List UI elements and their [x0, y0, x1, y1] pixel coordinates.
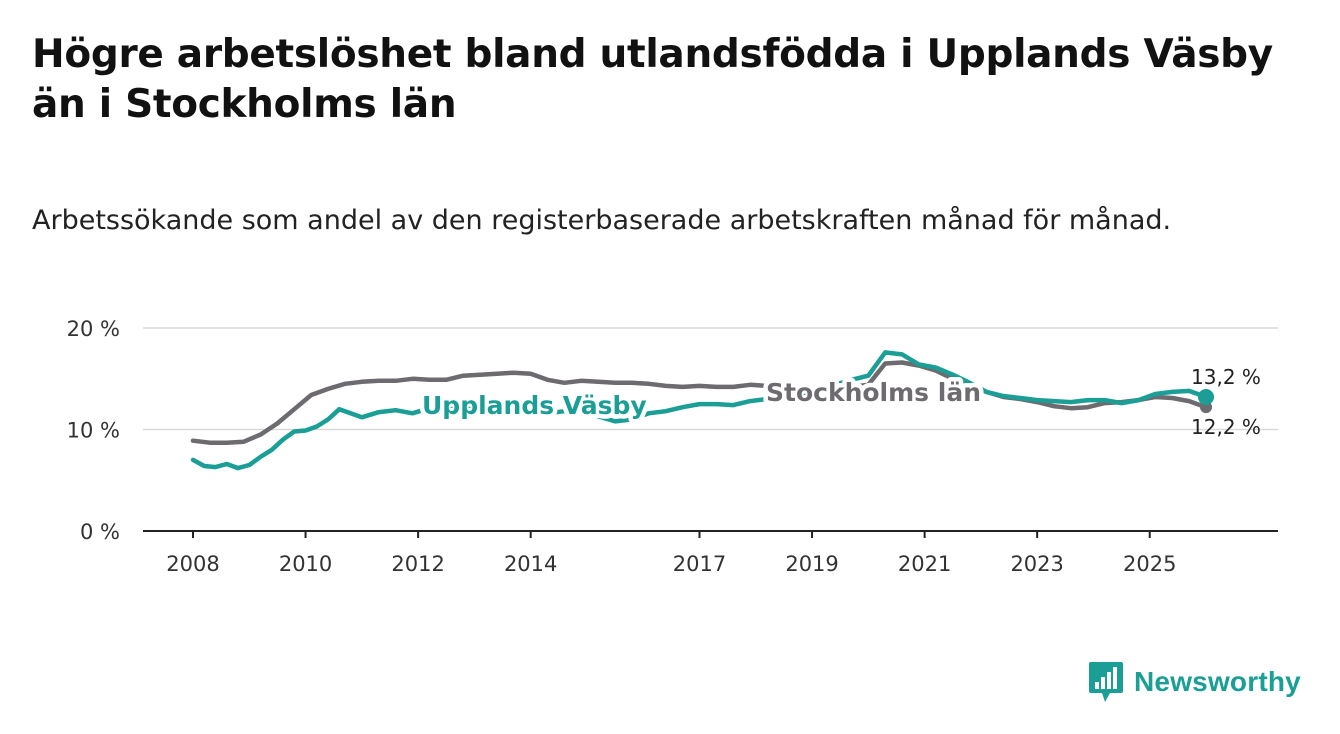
- x-tick-label: 2008: [166, 552, 219, 576]
- y-tick-label: 0 %: [80, 520, 120, 544]
- newsworthy-brand: Newsworthy: [1088, 660, 1301, 704]
- x-tick-label: 2010: [279, 552, 332, 576]
- chart-subtitle: Arbetssökande som andel av den registerb…: [32, 205, 1172, 236]
- series-label-stockholms-lan-halo: Stockholms län: [766, 378, 981, 407]
- x-tick-label: 2023: [1010, 552, 1063, 576]
- end-value-label: 13,2 %: [1191, 365, 1261, 389]
- end-point-upplands-vasby: [1198, 389, 1214, 406]
- x-tick-label: 2021: [898, 552, 951, 576]
- end-value-label: 12,2 %: [1191, 415, 1261, 439]
- x-tick-label: 2014: [504, 552, 557, 576]
- newsworthy-logo-icon: [1089, 662, 1123, 702]
- x-tick-label: 2017: [673, 552, 726, 576]
- y-tick-label: 20 %: [67, 317, 120, 341]
- series-label-upplands-vasby: Upplands Väsby: [422, 391, 647, 420]
- series-label-stockholms-lan: Stockholms län: [766, 378, 981, 407]
- x-tick-label: 2012: [391, 552, 444, 576]
- series-label-upplands-vasby-halo: Upplands Väsby: [422, 391, 647, 420]
- brand-name: Newsworthy: [1134, 666, 1301, 697]
- chart-title: Högre arbetslöshet bland utlandsfödda i …: [32, 32, 1273, 127]
- series-line-upplands-väsby: [190, 350, 1209, 471]
- x-tick-label: 2019: [785, 552, 838, 576]
- x-tick-label: 2025: [1123, 552, 1176, 576]
- y-tick-label: 10 %: [67, 419, 120, 443]
